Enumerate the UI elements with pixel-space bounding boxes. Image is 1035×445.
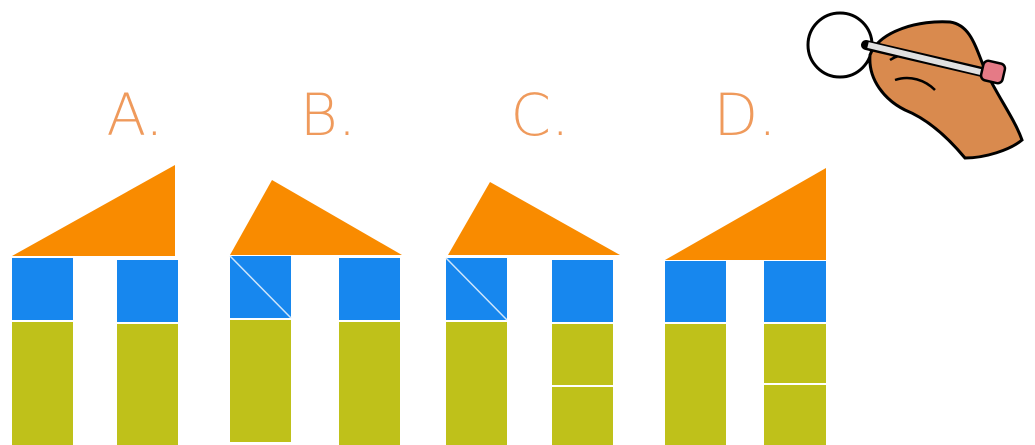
figure-a (12, 165, 178, 445)
figure-b (229, 180, 402, 445)
hand-illustration (806, 11, 1024, 160)
option-label: B. (300, 81, 356, 149)
option-label: A. (106, 81, 163, 149)
figure-c (445, 182, 620, 445)
option-label: D. (713, 81, 776, 149)
figure-d (665, 168, 826, 445)
option-label: C. (511, 81, 570, 149)
